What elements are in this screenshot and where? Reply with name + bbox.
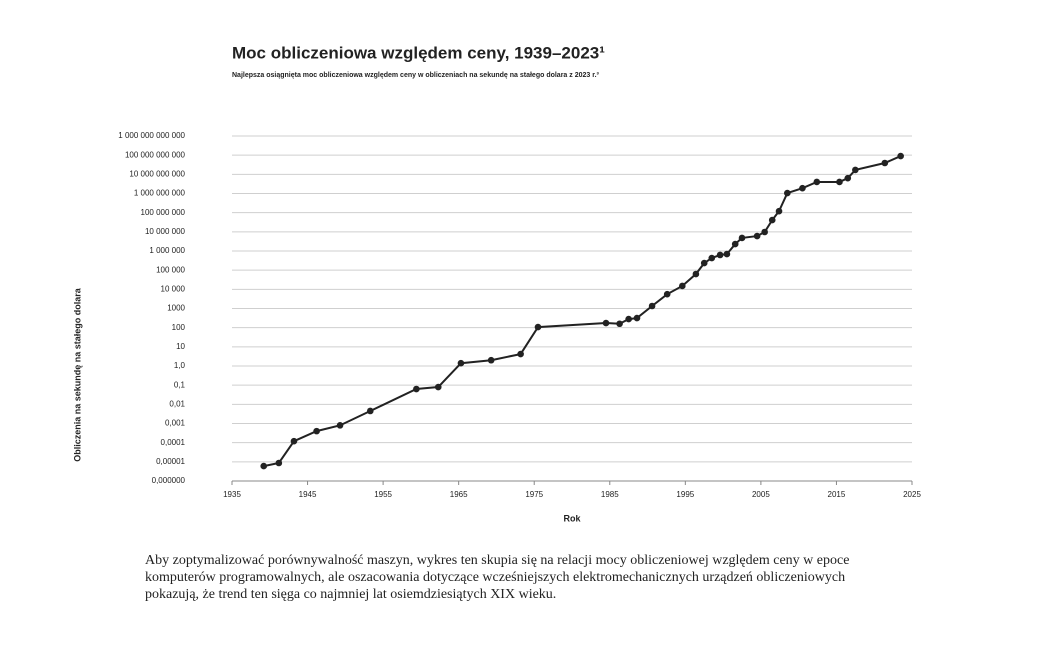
data-point xyxy=(723,250,731,258)
data-point xyxy=(275,459,283,467)
data-point xyxy=(813,178,821,186)
data-point xyxy=(434,383,442,391)
data-point xyxy=(897,152,904,160)
data-point xyxy=(290,437,298,445)
y-tick-label: 1000 xyxy=(167,304,185,313)
y-tick-label: 100 000 000 xyxy=(141,208,186,217)
data-point xyxy=(768,216,776,224)
data-point xyxy=(633,314,641,322)
data-point xyxy=(260,462,268,470)
y-tick-label: 10 000 000 xyxy=(145,227,186,236)
y-tick-label: 1 000 000 000 xyxy=(134,189,186,198)
data-point xyxy=(313,427,320,435)
x-tick-label: 2015 xyxy=(828,490,846,499)
data-point xyxy=(413,385,420,393)
y-tick-label: 10 xyxy=(176,342,185,351)
data-point xyxy=(775,207,783,215)
y-tick-label: 10 000 000 000 xyxy=(129,169,185,178)
data-point xyxy=(625,315,632,323)
data-point xyxy=(716,251,724,259)
y-tick-label: 0,00001 xyxy=(156,457,185,466)
chart-title: Moc obliczeniowa względem ceny, 1939–202… xyxy=(232,43,605,62)
data-point xyxy=(366,407,374,415)
x-tick-label: 1985 xyxy=(601,490,619,499)
x-tick-label: 1955 xyxy=(374,490,392,499)
data-point xyxy=(738,234,746,242)
data-point xyxy=(487,356,495,364)
y-tick-label: 0,1 xyxy=(174,380,186,389)
data-point xyxy=(602,319,610,327)
data-point xyxy=(753,232,761,240)
caption: Aby zoptymalizować porównywalność maszyn… xyxy=(145,553,850,602)
y-tick-label: 100 xyxy=(172,323,186,332)
x-tick-label: 2025 xyxy=(903,490,921,499)
series-line xyxy=(263,155,902,468)
data-point xyxy=(692,270,700,278)
data-point xyxy=(836,178,843,186)
y-tick-label: 0,000000 xyxy=(152,476,186,485)
data-point xyxy=(700,259,708,267)
data-point xyxy=(336,422,344,429)
data-point xyxy=(648,302,656,310)
x-axis-label: Rok xyxy=(563,513,581,523)
data-point xyxy=(761,228,768,236)
x-tick-label: 2005 xyxy=(752,490,770,499)
data-point xyxy=(517,350,524,358)
y-tick-label: 1,0 xyxy=(174,361,186,370)
data-point xyxy=(731,240,739,248)
y-tick-label: 1 000 000 000 000 xyxy=(118,131,185,140)
data-point xyxy=(799,184,806,192)
x-tick-label: 1935 xyxy=(223,490,241,499)
x-tick-label: 1975 xyxy=(525,490,543,499)
data-point xyxy=(679,282,686,290)
y-tick-label: 0,001 xyxy=(165,419,186,428)
data-point xyxy=(784,189,791,197)
y-tick-label: 100 000 000 000 xyxy=(125,150,186,159)
y-axis-label: Obliczenia na sekundę na stałego dolara xyxy=(72,287,82,462)
chart-subtitle: Najlepsza osiągnięta moc obliczeniowa wz… xyxy=(232,72,600,79)
data-point xyxy=(663,290,671,298)
y-tick-label: 1 000 000 xyxy=(149,246,185,255)
y-tick-label: 100 000 xyxy=(156,265,185,274)
data-point xyxy=(616,320,623,328)
y-tick-label: 0,0001 xyxy=(161,438,186,447)
data-point xyxy=(881,159,889,167)
data-point xyxy=(852,166,859,174)
data-point xyxy=(708,254,716,262)
data-point xyxy=(457,359,465,367)
data-point xyxy=(534,323,542,331)
y-tick-label: 0,01 xyxy=(169,399,185,408)
data-point xyxy=(844,174,852,182)
x-tick-label: 1945 xyxy=(299,490,317,499)
y-tick-label: 10 000 xyxy=(161,284,186,293)
x-tick-label: 1995 xyxy=(676,490,694,499)
x-tick-label: 1965 xyxy=(450,490,468,499)
